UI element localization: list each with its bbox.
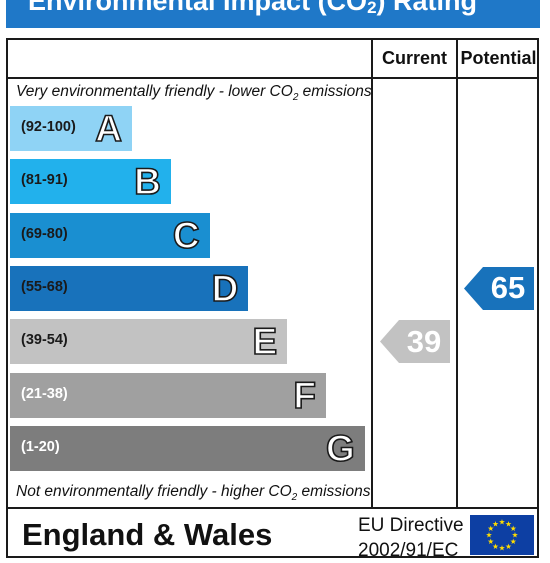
header-divider: [6, 77, 539, 79]
band-range: (55-68): [21, 278, 68, 295]
flag-star: ★: [492, 519, 499, 528]
flag-star: ★: [512, 531, 519, 540]
band-g: (1-20) G: [10, 425, 365, 471]
footer-divider: [6, 507, 539, 509]
flag-star: ★: [505, 542, 512, 551]
band-d: (55-68) D: [10, 265, 249, 311]
current-rating-arrow: 39: [380, 320, 450, 364]
band-range: (92-100): [21, 119, 76, 135]
band-letter: D: [211, 267, 239, 310]
divider-current: [371, 38, 373, 509]
band-range: (21-38): [21, 385, 68, 402]
flag-star: ★: [487, 537, 494, 546]
eu-directive: EU Directive 2002/91/EC: [358, 513, 464, 563]
flag-star: ★: [510, 537, 517, 546]
flag-star: ★: [499, 518, 506, 527]
band-a: (92-100) A: [10, 106, 132, 151]
flag-star: ★: [510, 524, 517, 533]
potential-column-header: Potential: [460, 48, 537, 68]
current-rating-value: 39: [406, 323, 442, 359]
eu-directive-line2: 2002/91/EC: [358, 540, 459, 561]
page-title: Environmental Impact (CO2) Rating: [28, 0, 478, 17]
bottom-note: Not environmentally friendly - higher CO…: [16, 483, 371, 504]
band-f: (21-38) F: [10, 372, 326, 418]
flag-star: ★: [487, 524, 494, 533]
eu-directive-line1: EU Directive: [358, 515, 464, 536]
band-c: (69-80) C: [10, 212, 210, 258]
arrow-shape: [464, 266, 534, 310]
band-range: (39-54): [21, 332, 68, 349]
band-letter: B: [133, 160, 161, 203]
band-letter: E: [252, 320, 278, 363]
arrow-shape: [380, 320, 450, 364]
potential-rating-value: 65: [490, 270, 526, 306]
flag-star: ★: [505, 519, 512, 528]
flag-star: ★: [499, 544, 506, 553]
band-letter: F: [293, 374, 317, 417]
band-letter: A: [94, 107, 122, 150]
potential-rating-arrow: 65: [464, 266, 534, 310]
band-e: (39-54) E: [10, 319, 288, 365]
title-bar: Environmental Impact (CO2) Rating: [6, 0, 540, 28]
top-note: Very environmentally friendly - lower CO…: [16, 83, 372, 104]
band-letter: C: [172, 214, 200, 257]
eu-flag-icon: ★ ★★★★★★★★★★★: [470, 515, 534, 555]
band-range: (69-80): [21, 225, 68, 242]
divider-potential: [456, 38, 458, 509]
region-label: England & Wales: [22, 517, 273, 552]
band-letter: G: [325, 427, 355, 470]
current-column-header: Current: [381, 48, 447, 68]
band-b: (81-91) B: [10, 159, 171, 205]
band-range: (1-20): [21, 438, 60, 455]
flag-star: ★: [486, 531, 493, 540]
flag-star: ★: [492, 542, 499, 551]
band-range: (81-91): [21, 172, 68, 189]
